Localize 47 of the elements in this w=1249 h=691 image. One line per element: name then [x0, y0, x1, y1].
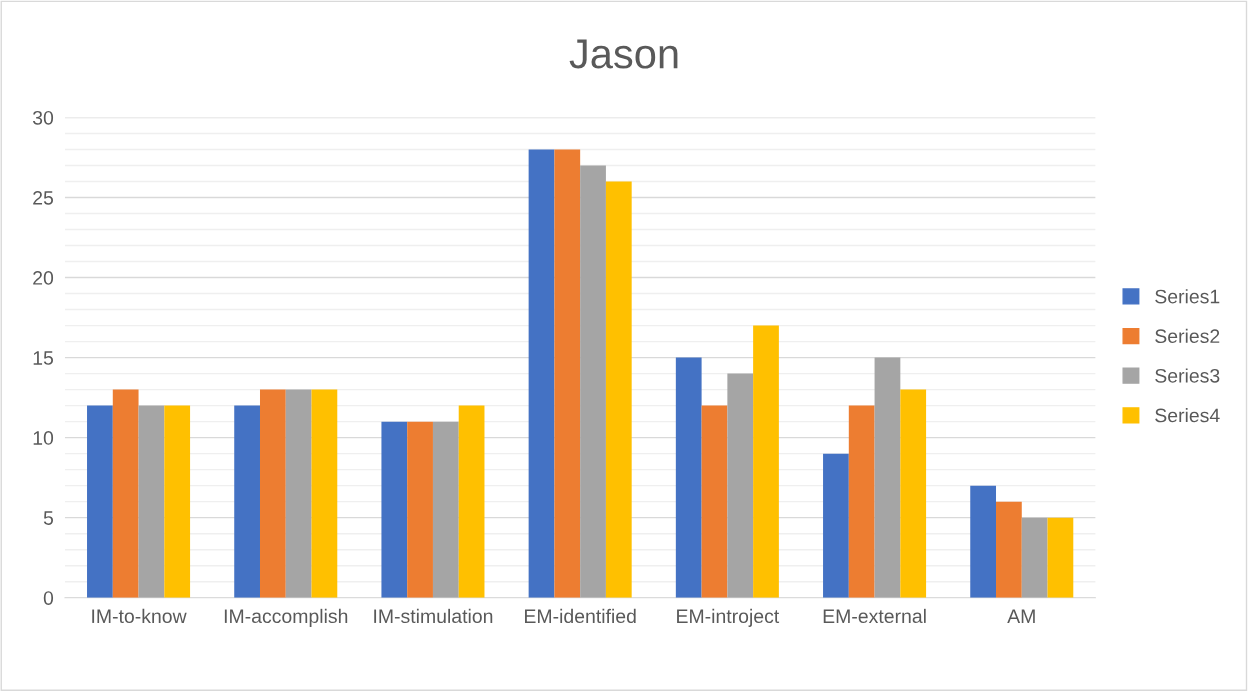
- x-tick-label: AM: [1007, 609, 1035, 623]
- y-tick-label: 15: [33, 351, 54, 365]
- y-tick-label: 25: [33, 190, 54, 205]
- chart-title: Jason: [569, 39, 678, 69]
- x-tick-label: EM-identified: [525, 608, 636, 624]
- bar: [970, 485, 997, 598]
- bar: [381, 421, 408, 598]
- y-tick-label: 10: [33, 431, 54, 445]
- y-tick-label: 0: [43, 591, 54, 605]
- x-tick-label: IM-accomplish: [224, 608, 348, 627]
- bar: [605, 181, 632, 598]
- legend-label: Series2: [1155, 328, 1220, 344]
- bar: [285, 389, 312, 598]
- bar: [528, 149, 555, 598]
- bar: [458, 405, 485, 598]
- bar: [138, 405, 165, 598]
- bar: [848, 405, 875, 598]
- bar: [1021, 517, 1048, 598]
- legend-label: Series4: [1155, 408, 1220, 423]
- legend-label: Series3: [1155, 368, 1220, 383]
- x-tick-label: EM-introject: [677, 608, 780, 627]
- bar: [1047, 517, 1074, 598]
- bar: [432, 421, 459, 598]
- y-tick-label: 20: [33, 271, 54, 285]
- bar: [874, 357, 901, 598]
- bar: [675, 357, 702, 598]
- bar: [311, 389, 338, 598]
- bar: [234, 405, 260, 598]
- bar: [727, 373, 754, 598]
- legend-label: Series1: [1155, 289, 1220, 304]
- bar: [900, 389, 927, 598]
- bar: [753, 325, 779, 598]
- bar: [407, 421, 433, 598]
- bar: [996, 501, 1022, 598]
- bar: [701, 405, 728, 598]
- y-tick-label: 5: [43, 511, 54, 525]
- x-tick-label: IM-stimulation: [374, 608, 493, 624]
- bar: [164, 405, 191, 598]
- x-tick-label: IM-to-know: [92, 608, 187, 624]
- bar: [554, 149, 581, 598]
- bar: [259, 389, 286, 598]
- bar: [580, 165, 606, 598]
- y-tick-label: 30: [32, 110, 54, 125]
- bar: [112, 389, 139, 598]
- bar: [823, 453, 849, 598]
- x-tick-label: EM-external: [823, 608, 926, 624]
- bar: [87, 405, 113, 598]
